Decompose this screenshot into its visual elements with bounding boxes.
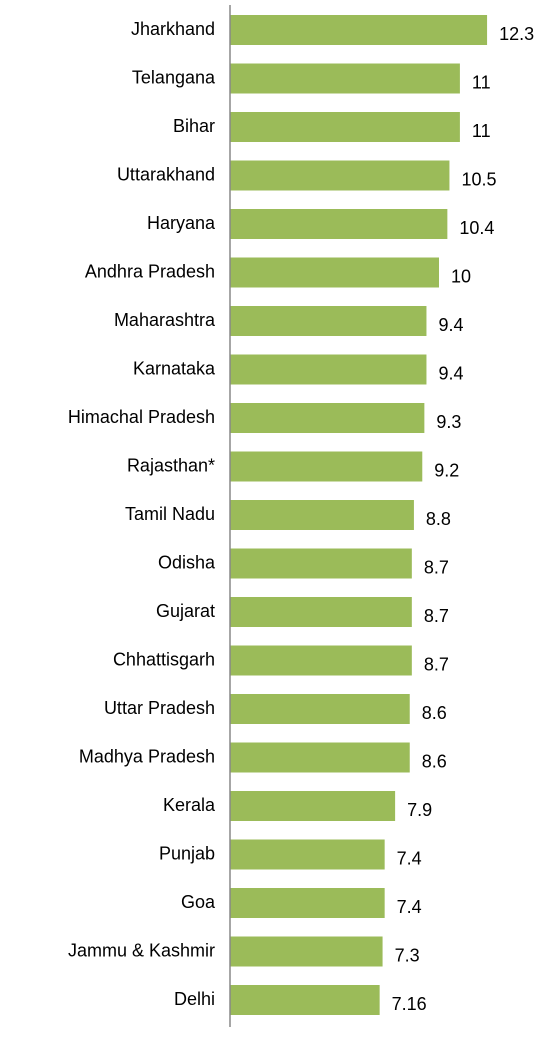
- value-label: 7.4: [397, 848, 422, 868]
- category-label: Goa: [181, 892, 216, 912]
- value-label: 8.8: [426, 509, 451, 529]
- category-label: Delhi: [174, 989, 215, 1009]
- bar: [230, 839, 385, 870]
- bar: [230, 645, 412, 676]
- value-label: 8.7: [424, 557, 449, 577]
- value-label: 11: [472, 72, 491, 92]
- category-label: Chhattisgarh: [113, 649, 215, 669]
- category-label: Punjab: [159, 843, 215, 863]
- value-label: 9.3: [436, 412, 461, 432]
- category-label: Maharashtra: [114, 310, 216, 330]
- value-label: 10: [451, 266, 471, 286]
- category-label: Haryana: [147, 213, 216, 233]
- category-label: Jammu & Kashmir: [68, 940, 215, 960]
- value-label: 10.5: [461, 169, 496, 189]
- value-label: 9.4: [438, 315, 463, 335]
- bar: [230, 500, 414, 530]
- bar: [230, 63, 460, 94]
- bar: [230, 209, 448, 239]
- bar: [230, 257, 439, 288]
- bar: [230, 403, 425, 433]
- value-label: 9.2: [434, 460, 459, 480]
- bar: [230, 548, 412, 579]
- category-label: Himachal Pradesh: [68, 407, 215, 427]
- category-label: Andhra Pradesh: [85, 261, 215, 281]
- category-label: Odisha: [158, 552, 216, 572]
- bar: [230, 112, 460, 142]
- value-label: 7.3: [395, 945, 420, 965]
- bar: [230, 694, 410, 724]
- category-label: Uttarakhand: [117, 164, 215, 184]
- category-label: Madhya Pradesh: [79, 746, 215, 766]
- bar: [230, 791, 396, 821]
- bar: [230, 354, 427, 385]
- bar: [230, 888, 385, 918]
- category-label: Tamil Nadu: [125, 504, 215, 524]
- bar: [230, 936, 383, 967]
- bar: [230, 985, 380, 1015]
- category-label: Gujarat: [156, 601, 215, 621]
- category-label: Uttar Pradesh: [104, 698, 215, 718]
- value-label: 10.4: [459, 218, 494, 238]
- value-label: 8.6: [422, 703, 447, 723]
- bar: [230, 306, 427, 336]
- value-label: 12.3: [499, 24, 534, 44]
- category-label: Bihar: [173, 116, 215, 136]
- value-label: 11: [472, 121, 491, 141]
- bar: [230, 451, 423, 482]
- value-label: 7.9: [407, 800, 432, 820]
- category-label: Karnataka: [133, 358, 216, 378]
- category-label: Kerala: [163, 795, 216, 815]
- value-label: 9.4: [438, 363, 463, 383]
- bar: [230, 742, 410, 773]
- bar: [230, 160, 450, 191]
- bar: [230, 597, 412, 627]
- value-label: 8.6: [422, 751, 447, 771]
- value-label: 7.16: [392, 994, 427, 1014]
- value-label: 7.4: [397, 897, 422, 917]
- category-label: Rajasthan*: [127, 455, 215, 475]
- value-label: 8.7: [424, 654, 449, 674]
- value-label: 8.7: [424, 606, 449, 626]
- category-label: Jharkhand: [131, 19, 215, 39]
- bar: [230, 15, 488, 45]
- category-label: Telangana: [132, 67, 216, 87]
